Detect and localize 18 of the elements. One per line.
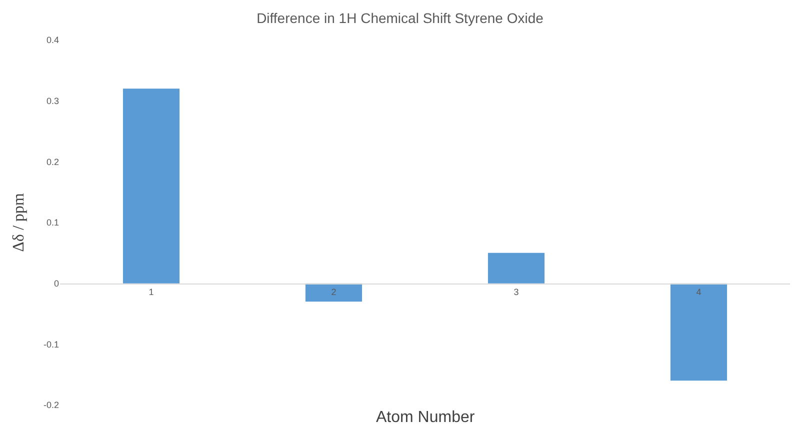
y-tick-label: -0.1	[43, 339, 59, 350]
chart-title: Difference in 1H Chemical Shift Styrene Oxide	[256, 10, 544, 26]
y-tick-label: -0.2	[43, 400, 59, 410]
bar	[670, 283, 728, 381]
x-tick-label: 1	[148, 287, 154, 298]
x-tick-label: 2	[331, 287, 336, 298]
x-tick-label: 3	[514, 287, 519, 298]
y-tick-label: 0	[54, 278, 59, 288]
bar	[305, 283, 362, 302]
y-tick-label: 0.4	[46, 35, 59, 46]
bar	[488, 252, 545, 284]
y-tick-label: 0.2	[46, 156, 59, 167]
x-tick-label: 4	[696, 287, 702, 298]
y-axis-title: Δδ / ppm	[10, 192, 28, 252]
y-tick-label: 0.1	[46, 218, 59, 228]
y-tick-label: 0.3	[46, 96, 59, 106]
bar	[122, 88, 180, 284]
x-axis-title: Atom Number	[376, 409, 476, 426]
